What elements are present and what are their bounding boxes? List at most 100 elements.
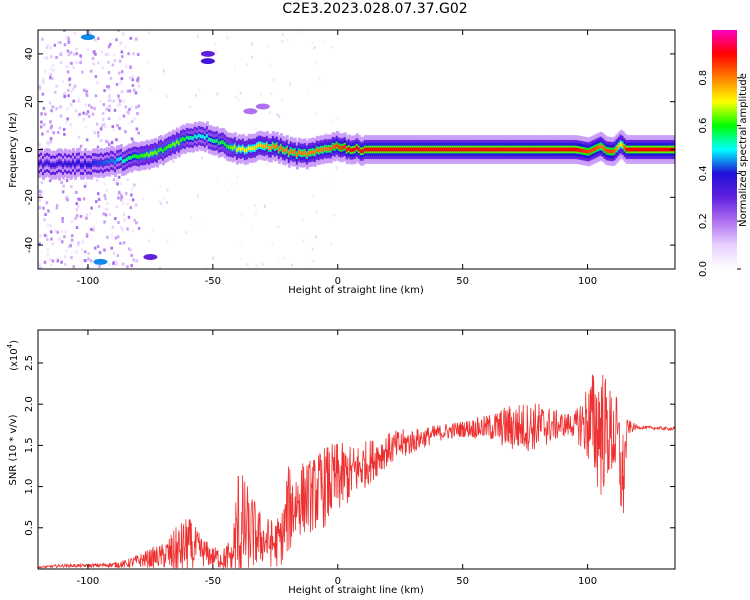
spectrogram-speckle: [135, 221, 138, 225]
spectrogram-speckle: [315, 209, 318, 213]
spectrogram-speckle: [70, 104, 73, 108]
spectrogram-speckle: [75, 250, 78, 254]
spectrogram-ridge-cell: [45, 160, 49, 165]
spectrogram-speckle: [45, 238, 49, 242]
spectrogram-speckle: [58, 126, 62, 130]
spectrogram-ridge-cell: [163, 146, 167, 151]
spectrogram-ridge-cell: [187, 136, 191, 141]
spectrogram-speckle: [46, 43, 50, 47]
spectrogram-speckle: [124, 45, 127, 49]
colorbar: 0.0 0.2 0.4 0.6 0.8 Normalized spectral ampl…: [698, 30, 749, 277]
spectrogram-speckle: [119, 241, 122, 245]
spectrogram-speckle: [79, 57, 83, 61]
spectrogram-speckle: [83, 88, 86, 92]
spectrogram-speckle: [259, 93, 262, 97]
spectrogram-speckle: [84, 125, 88, 129]
spectrogram-speckle: [239, 242, 242, 246]
spectrogram-speckle: [45, 201, 48, 205]
spectrogram-speckle: [75, 202, 79, 206]
spectrogram-ridge-cell: [231, 146, 235, 151]
spectrogram-speckle: [85, 232, 89, 236]
spectrogram-speckle: [108, 212, 112, 216]
spectrogram-speckle: [70, 185, 73, 189]
spectrogram-ridge-cell: [601, 145, 605, 150]
spectrogram-speckle: [332, 119, 335, 123]
spectrogram-speckle: [198, 89, 201, 93]
spectrogram-speckle: [46, 248, 49, 252]
spectrogram-ridge-cell: [311, 149, 315, 154]
spectrogram-speckle: [58, 41, 62, 45]
spectrogram-speckle: [92, 62, 95, 66]
spectrogram-ridge-cell: [155, 151, 159, 156]
spectrogram-speckle: [172, 160, 175, 164]
spectrogram-speckle: [80, 248, 84, 252]
spectrogram-ridge-cell: [111, 158, 115, 163]
spectrogram-speckle: [101, 66, 104, 70]
snr-panel: -100 -50 0 50 100 0.5 1.0 1.5 2.0 2.5 Height of …: [6, 329, 676, 596]
spectrogram-ridge-cell: [237, 146, 241, 151]
spectrogram-y-tick-label: -40: [24, 237, 35, 253]
spectrogram-speckle: [239, 91, 242, 95]
spectrogram-speckle: [104, 125, 107, 129]
spectrogram-speckle: [281, 98, 284, 102]
spectrogram-speckle: [213, 154, 216, 158]
spectrogram-speckle: [47, 209, 50, 213]
spectrogram-speckle: [65, 249, 68, 253]
spectrogram-speckle: [315, 112, 318, 116]
spectrogram-ridge-cell: [407, 147, 411, 152]
spectrogram-speckle: [118, 191, 121, 195]
spectrogram-speckle: [85, 92, 88, 96]
spectrogram-speckle: [135, 127, 139, 131]
spectrogram-speckle: [330, 45, 333, 49]
spectrogram-speckle: [40, 181, 44, 185]
spectrogram-ridge-cell: [595, 146, 599, 150]
spectrogram-speckle: [335, 166, 338, 170]
spectrogram-ridge-cell: [439, 147, 443, 152]
spectrogram-speckle: [318, 77, 321, 81]
spectrogram-speckle: [211, 256, 214, 260]
spectrogram-ridge-cell: [159, 147, 163, 152]
spectrogram-speckle: [224, 182, 227, 186]
spectrogram-speckle: [116, 179, 119, 183]
spectrogram-speckle: [269, 62, 272, 66]
spectrogram-speckle: [95, 200, 98, 204]
spectrogram-speckle: [60, 260, 63, 264]
spectrogram-ridge-cell: [211, 139, 215, 143]
spectrogram-x-label: Height of straight line (km): [288, 285, 424, 296]
spectrogram-ridge-cell: [273, 145, 277, 150]
spectrogram-speckle: [105, 188, 109, 192]
spectrogram-ridge-cell: [291, 150, 295, 155]
spectrogram-speckle: [130, 193, 133, 197]
spectrogram-speckle: [113, 108, 117, 112]
spectrogram-heat-layer: [38, 30, 675, 269]
spectrogram-ridge-cell: [193, 134, 197, 139]
spectrogram-ridge-cell: [433, 147, 437, 152]
spectrogram-speckle: [137, 104, 141, 108]
spectrogram-ridge-cell: [487, 147, 491, 152]
spectrogram-ridge-cell: [107, 160, 111, 165]
spectrogram-blob: [243, 108, 258, 115]
spectrogram-speckle: [112, 262, 115, 266]
spectrogram-ridge-cell: [215, 138, 219, 143]
spectrogram-speckle: [77, 241, 80, 245]
spectrogram-ridge-cell: [635, 147, 639, 152]
spectrogram-speckle: [120, 50, 124, 54]
spectrogram-speckle: [311, 247, 314, 251]
spectrogram-speckle: [93, 246, 97, 250]
spectrogram-blob: [80, 34, 95, 41]
spectrogram-speckle: [97, 61, 100, 65]
spectrogram-speckle: [67, 38, 70, 42]
spectrogram-speckle: [67, 78, 71, 82]
spectrogram-ridge-cell: [381, 147, 385, 152]
spectrogram-ridge-cell: [279, 145, 283, 150]
spectrogram-speckle: [97, 197, 101, 201]
spectrogram-speckle: [127, 52, 130, 56]
spectrogram-speckle: [68, 245, 71, 249]
spectrogram-speckle: [115, 138, 118, 142]
spectrogram-speckle: [238, 98, 241, 102]
spectrogram-speckle: [95, 178, 99, 182]
spectrogram-ridge-cell: [157, 148, 161, 153]
spectrogram-ridge-cell: [625, 147, 629, 152]
spectrogram-speckle: [120, 55, 124, 59]
